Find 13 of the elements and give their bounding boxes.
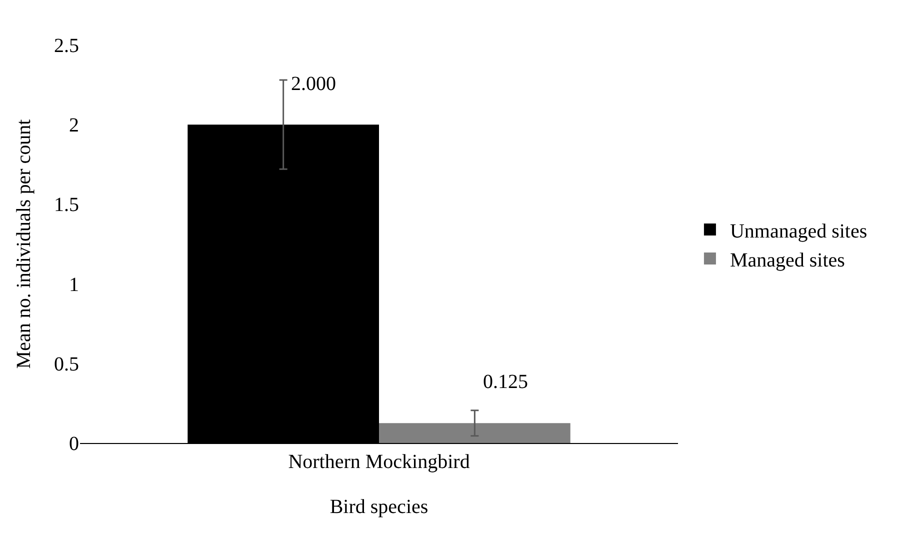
y-tick-label: 2	[69, 114, 79, 137]
data-label: 2.000	[291, 73, 336, 95]
y-tick-label: 2.5	[54, 35, 79, 57]
legend-label: Managed sites	[730, 249, 846, 272]
x-axis-title: Bird species	[330, 496, 428, 518]
y-tick-label: 0.5	[54, 353, 79, 376]
y-tick-label: 1.5	[54, 194, 79, 216]
x-tick-label: Northern Mockingbird	[288, 451, 470, 473]
y-tick-label: 1	[69, 274, 79, 296]
y-tick-label: 0	[69, 433, 79, 455]
legend-label: Unmanaged sites	[730, 220, 868, 242]
y-axis-title: Mean no. individuals per count	[13, 118, 35, 369]
data-label: 0.125	[483, 371, 528, 393]
